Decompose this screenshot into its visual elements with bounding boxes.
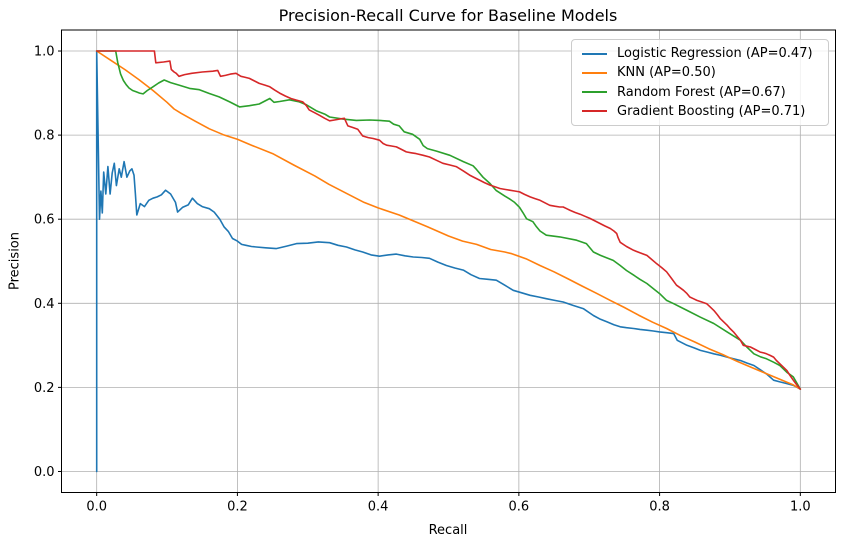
legend-item-0: Logistic Regression (AP=0.47) bbox=[582, 46, 818, 61]
x-tick-label: 0.8 bbox=[649, 500, 670, 515]
legend-line-swatch bbox=[582, 91, 607, 94]
y-axis-label: Precision bbox=[7, 231, 23, 291]
y-tick-label: 0.2 bbox=[34, 381, 55, 396]
y-tick-label: 1.0 bbox=[34, 45, 55, 60]
legend-line-swatch bbox=[582, 110, 607, 113]
x-tick-label: 0.4 bbox=[368, 500, 389, 515]
legend-label: Logistic Regression (AP=0.47) bbox=[617, 46, 813, 62]
x-tick-label: 0.6 bbox=[509, 500, 530, 515]
y-tick-label: 0.4 bbox=[34, 297, 55, 312]
legend-item-3: Gradient Boosting (AP=0.71) bbox=[582, 104, 818, 119]
legend-label: KNN (AP=0.50) bbox=[617, 65, 716, 81]
curve-series-3 bbox=[95, 50, 802, 390]
curve-series-2 bbox=[95, 50, 802, 390]
x-tick-label: 0.0 bbox=[86, 500, 107, 515]
y-tick-label: 0.6 bbox=[34, 213, 55, 228]
legend-label: Gradient Boosting (AP=0.71) bbox=[617, 103, 806, 119]
y-tick-label: 0.8 bbox=[34, 129, 55, 144]
legend-item-2: Random Forest (AP=0.67) bbox=[582, 85, 818, 100]
curve-series-0 bbox=[95, 50, 802, 473]
x-tick-label: 0.2 bbox=[227, 500, 248, 515]
legend-line-swatch bbox=[582, 71, 607, 74]
legend-line-swatch bbox=[582, 52, 607, 55]
legend-item-1: KNN (AP=0.50) bbox=[582, 65, 818, 80]
axes-spines bbox=[61, 29, 836, 493]
legend-label: Random Forest (AP=0.67) bbox=[617, 84, 786, 100]
y-tick-label: 0.0 bbox=[34, 465, 55, 480]
legend: Logistic Regression (AP=0.47) KNN (AP=0.5… bbox=[571, 39, 829, 126]
chart-title: Precision-Recall Curve for Baseline Mode… bbox=[278, 6, 618, 25]
x-axis-label: Recall bbox=[428, 523, 468, 538]
curve-series-1 bbox=[95, 50, 802, 390]
x-tick-label: 1.0 bbox=[790, 500, 811, 515]
